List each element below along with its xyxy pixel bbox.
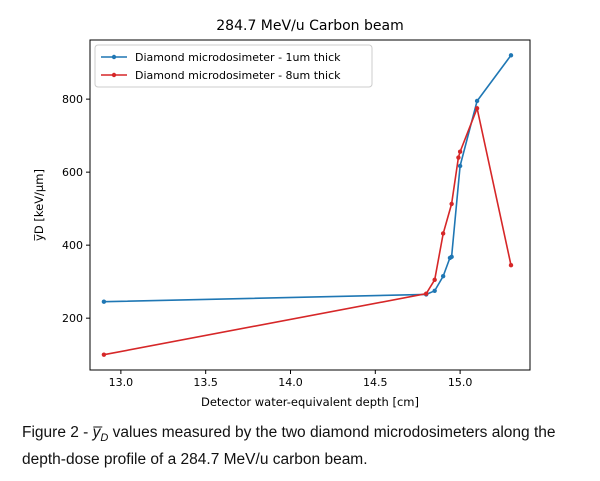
x-tick-label: 15.0 bbox=[448, 376, 473, 389]
caption-symbol: y̅ bbox=[92, 424, 101, 441]
chart-title: 284.7 MeV/u Carbon beam bbox=[216, 18, 403, 34]
data-point bbox=[474, 98, 480, 104]
data-point bbox=[457, 149, 463, 154]
data-point bbox=[474, 106, 480, 111]
data-point bbox=[449, 254, 454, 260]
data-point bbox=[457, 163, 463, 169]
y-tick-label: 800 bbox=[62, 93, 83, 106]
data-point bbox=[456, 155, 461, 160]
legend: Diamond microdosimeter - 1um thick Diamon… bbox=[94, 44, 373, 88]
caption-prefix: Figure 2 - bbox=[22, 424, 93, 441]
x-tick-label: 13.5 bbox=[193, 376, 218, 389]
legend-marker bbox=[111, 72, 117, 78]
chart: 284.7 MeV/u Carbon beam Detector water-e… bbox=[32, 18, 531, 409]
chart-marks bbox=[101, 53, 514, 357]
data-point bbox=[423, 291, 429, 296]
y-tick-label: 400 bbox=[62, 239, 83, 252]
legend-label: Diamond microdosimeter - 8um thick bbox=[135, 69, 341, 82]
data-point bbox=[101, 299, 107, 304]
series-line-1 bbox=[103, 54, 512, 303]
y-axis-label: y̅D [keV/μm] bbox=[32, 169, 46, 241]
figure-caption: Figure 2 - y̅D values measured by the tw… bbox=[22, 422, 582, 470]
x-tick-label: 13.0 bbox=[109, 376, 134, 389]
legend-marker bbox=[111, 54, 117, 60]
caption-text: values measured by the two diamond micro… bbox=[22, 424, 556, 469]
data-point bbox=[432, 288, 437, 293]
y-tick-label: 200 bbox=[62, 312, 83, 325]
series-line-2 bbox=[103, 105, 512, 356]
y-tick-label: 600 bbox=[62, 166, 83, 179]
caption-symbol-subscript: D bbox=[100, 432, 109, 445]
data-point bbox=[440, 231, 446, 236]
x-axis-label: Detector water-equivalent depth [cm] bbox=[201, 395, 419, 409]
data-point bbox=[508, 53, 514, 58]
x-tick-label: 14.5 bbox=[363, 376, 388, 389]
data-point bbox=[101, 352, 107, 357]
data-point bbox=[432, 277, 437, 283]
data-point bbox=[440, 273, 446, 279]
data-point bbox=[449, 201, 454, 207]
x-tick-label: 14.0 bbox=[278, 376, 303, 389]
legend-box bbox=[94, 44, 373, 88]
legend-label: Diamond microdosimeter - 1um thick bbox=[135, 51, 341, 64]
plot-frame bbox=[89, 39, 531, 371]
data-point bbox=[508, 263, 514, 268]
